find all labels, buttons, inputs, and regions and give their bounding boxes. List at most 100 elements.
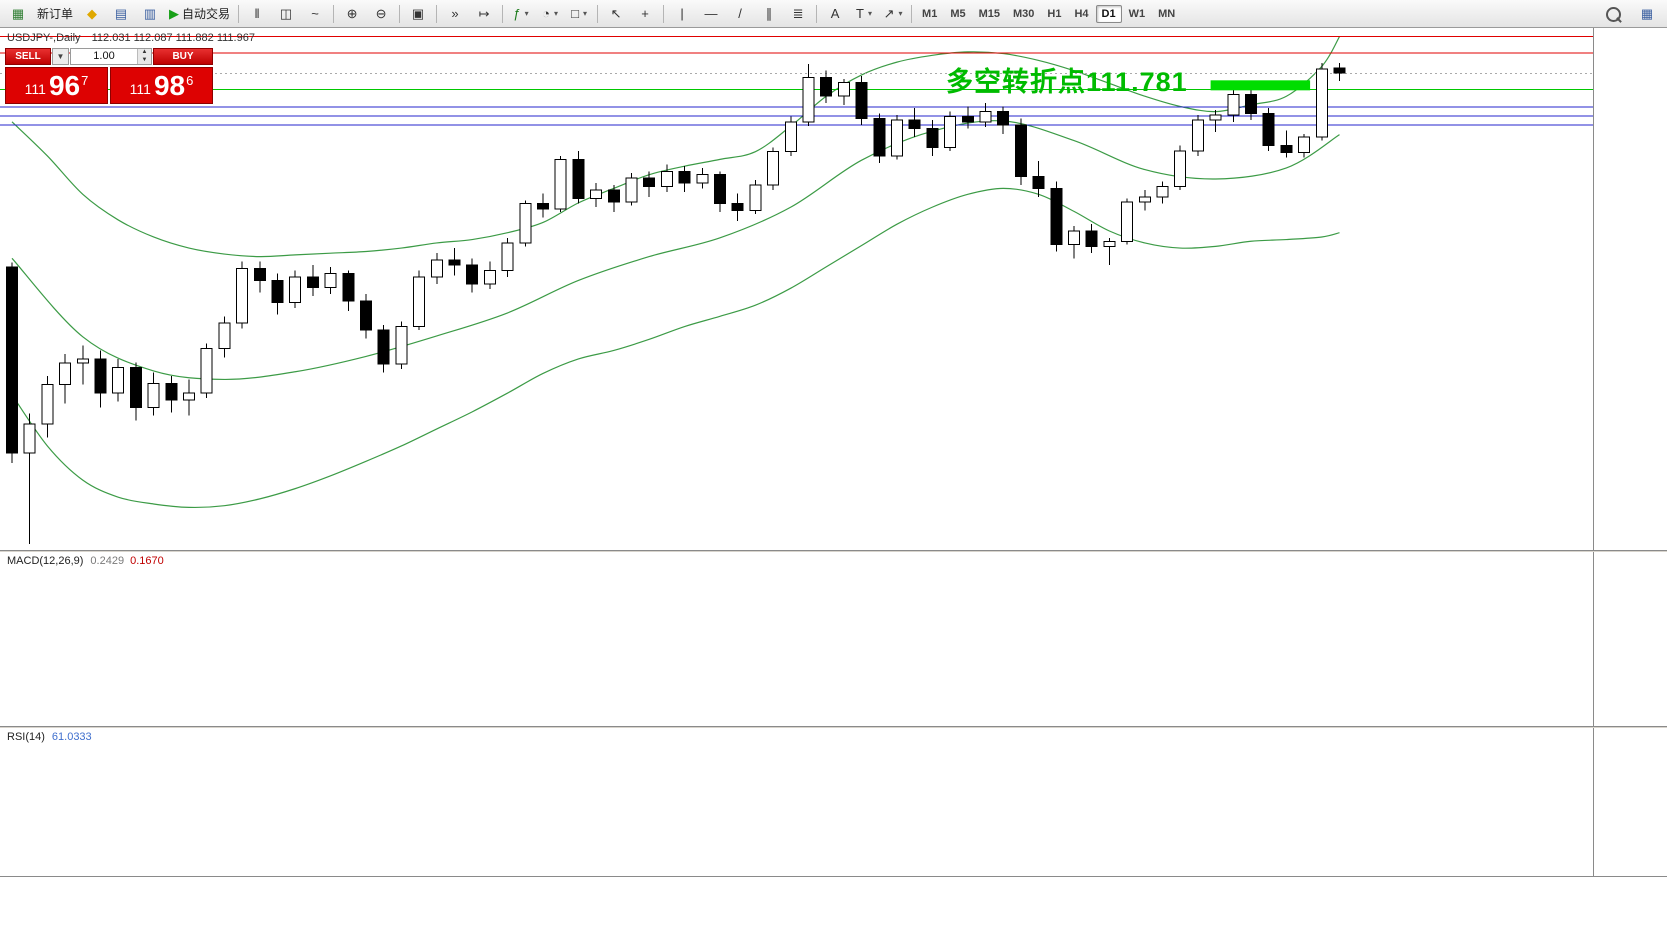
zoom-out-icon: ⊖ [375, 5, 387, 21]
lot-size-field[interactable]: 1.00 ▲ ▼ [70, 48, 152, 65]
timeframe-m1[interactable]: M1 [922, 7, 938, 20]
arrows-icon: ↗ [883, 5, 895, 21]
macd-label: MACD(12,26,9) 0.2429 0.1670 [7, 555, 164, 567]
market-watch-icon[interactable]: ▤ [107, 2, 135, 26]
metaeditor-icon[interactable]: ◆ [78, 2, 106, 26]
macd-name: MACD(12,26,9) [7, 555, 84, 567]
templates-icon[interactable]: □ ▾ [565, 2, 593, 26]
vertical-line-icon[interactable]: | [668, 2, 696, 26]
search-icon[interactable] [1599, 2, 1627, 26]
horizontal-line-icon[interactable]: — [697, 2, 725, 26]
trendline-icon: / [738, 5, 742, 21]
toolbar-right-icons: ▦ [1599, 0, 1661, 28]
chart-window-icon[interactable]: ▦ [1633, 2, 1661, 26]
ask-pip-digit: 6 [186, 73, 194, 88]
channel-icon[interactable]: ∥ [755, 2, 783, 26]
crosshair-icon[interactable]: + [631, 2, 659, 26]
pane-splitter[interactable] [0, 726, 1667, 728]
periods-icon: ◔ [542, 5, 550, 21]
macd-pane[interactable]: MACD(12,26,9) 0.2429 0.1670 [0, 552, 1667, 726]
time-axis[interactable] [0, 876, 1667, 895]
ask-price-button[interactable]: 111 98 6 [110, 67, 213, 104]
zoom-out-icon[interactable]: ⊖ [367, 2, 395, 26]
toolbar-separator [333, 4, 335, 23]
timeframe-w1[interactable]: W1 [1128, 7, 1146, 20]
lot-size-stepper[interactable]: ▲ ▼ [137, 49, 151, 64]
data-window-icon[interactable]: ▥ [136, 2, 164, 26]
data-window-icon: ▥ [143, 5, 157, 21]
auto-scroll-icon[interactable]: » [441, 2, 469, 26]
pivot-annotation-text[interactable]: 多空转折点111.781 [946, 67, 1188, 97]
chart-shift-icon[interactable]: ↦ [470, 2, 498, 26]
new-order-button[interactable]: 新订单 [33, 2, 77, 26]
trendline-icon[interactable]: / [726, 2, 754, 26]
price-scale[interactable] [1593, 28, 1667, 550]
label-icon[interactable]: T ▾ [850, 2, 878, 26]
timeframe-m5[interactable]: M5 [950, 7, 966, 20]
periods-icon[interactable]: ◔ ▾ [536, 2, 564, 26]
new-chart-icon[interactable]: ▦ [4, 2, 32, 26]
line-chart-icon[interactable]: ~ [301, 2, 329, 26]
lot-decrease-icon[interactable]: ▼ [138, 56, 151, 64]
text-icon: A [830, 5, 840, 21]
auto-trading-button-label: 自动交易 [182, 7, 231, 21]
tile-windows-icon[interactable]: ▣ [404, 2, 432, 26]
toolbar-separator [663, 4, 665, 23]
macd-chart-canvas[interactable] [0, 552, 1593, 726]
chevron-down-icon: ▾ [553, 9, 558, 18]
timeframe-d1[interactable]: D1 [1095, 4, 1122, 23]
toolbar-separator [436, 4, 438, 23]
chart-ohlc-readout: 112.031 112.087 111.882 111.967 [91, 32, 255, 44]
rsi-scale[interactable] [1593, 728, 1667, 876]
buy-button[interactable]: BUY [153, 48, 213, 65]
lot-size-value[interactable]: 1.00 [93, 50, 115, 62]
ask-prefix: 111 [129, 81, 151, 97]
macd-value-main: 0.2429 [90, 555, 125, 567]
one-click-trading-panel: SELL ▼ 1.00 ▲ ▼ BUY 111 96 7 [5, 48, 213, 104]
pane-splitter[interactable] [0, 550, 1667, 552]
rsi-pane[interactable]: RSI(14) 61.0333 [0, 728, 1667, 876]
indicators-icon[interactable]: ƒ ▾ [507, 2, 535, 26]
chevron-down-icon: ▾ [898, 9, 903, 18]
text-icon[interactable]: A [821, 2, 849, 26]
one-click-options-dropdown[interactable]: ▼ [52, 48, 69, 65]
lot-increase-icon[interactable]: ▲ [138, 49, 151, 57]
bid-prefix: 111 [24, 81, 46, 97]
ask-big-digits: 98 [153, 70, 186, 101]
timeframe-h4[interactable]: H4 [1074, 7, 1089, 20]
timeframe-mn[interactable]: MN [1158, 7, 1176, 20]
zoom-in-icon[interactable]: ⊕ [338, 2, 366, 26]
fibonacci-icon[interactable]: ≣ [784, 2, 812, 26]
tile-windows-icon: ▣ [411, 5, 425, 21]
auto-trading-button[interactable]: ▶ 自动交易 [165, 2, 234, 26]
price-pane[interactable]: USDJPY-,Daily 112.031 112.087 111.882 11… [0, 28, 1667, 550]
zoom-in-icon: ⊕ [346, 5, 358, 21]
rsi-chart-canvas[interactable] [0, 728, 1593, 876]
toolbar-separator [502, 4, 504, 23]
new-order-button-label: 新订单 [37, 7, 74, 21]
toolbar-separator [816, 4, 818, 23]
timeframe-m15[interactable]: M15 [978, 7, 1000, 20]
fibonacci-icon: ≣ [792, 5, 804, 21]
candlestick-chart-icon[interactable]: ◫ [272, 2, 300, 26]
bid-pip-digit: 7 [81, 73, 89, 88]
sell-button[interactable]: SELL [5, 48, 51, 65]
cursor-icon[interactable]: ↖ [602, 2, 630, 26]
timeframe-m30[interactable]: M30 [1013, 7, 1035, 20]
candles-layer [6, 62, 1346, 545]
timeframe-h1[interactable]: H1 [1047, 7, 1062, 20]
templates-icon: □ [571, 5, 579, 21]
bid-price-button[interactable]: 111 96 7 [5, 67, 108, 104]
vertical-line-icon: | [680, 5, 684, 21]
price-chart-canvas[interactable] [0, 28, 1593, 550]
arrows-icon[interactable]: ↗ ▾ [879, 2, 907, 26]
bollinger-lower-band [11, 187, 1340, 509]
bar-chart-icon[interactable]: ‖ [243, 2, 271, 26]
pivot-highlight-bar[interactable] [1210, 80, 1311, 91]
toolbar: ▦ 新订单 ◆ ▤ ▥ ▶ 自动交易 ‖ ◫ ~ ⊕ ⊖ ▣» ↦ ƒ ▾ ◔ ▾ □ ▾ ↖ + | — / ∥ ≣ A T ▾ ↗ ▾ M1… [0, 0, 1667, 28]
chart-window-icon: ▦ [1640, 6, 1654, 21]
rsi-value: 61.0333 [51, 731, 92, 743]
macd-scale[interactable] [1593, 552, 1667, 726]
chevron-down-icon: ▾ [524, 9, 529, 18]
